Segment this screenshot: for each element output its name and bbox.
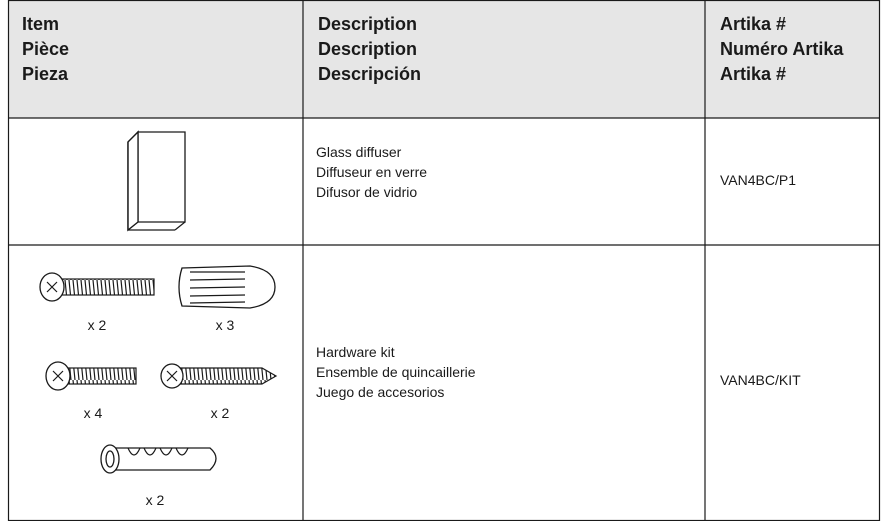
machine-screw-long [39,272,155,302]
description: Difusor de vidrio [316,184,417,200]
wall-anchor [100,444,217,474]
quantity: x 3 [216,317,235,333]
header-text: Artika # [720,14,786,34]
part-number: VAN4BC/P1 [720,172,796,188]
header-text: Numéro Artika [720,39,844,59]
header-text: Description [318,14,417,34]
part-number: VAN4BC/KIT [720,372,801,388]
description: Glass diffuser [316,144,402,160]
description: Hardware kit [316,344,395,360]
header-text: Descripción [318,64,421,84]
description: Ensemble de quincaillerie [316,364,476,380]
header-text: Item [22,14,59,34]
quantity: x 2 [146,492,165,508]
quantity: x 2 [88,317,107,333]
quantity: x 2 [211,405,230,421]
wood-screw [160,363,278,389]
machine-screw-short [45,361,137,391]
header-bg [8,0,880,118]
header-text: Pieza [22,64,69,84]
header-text: Artika # [720,64,786,84]
header-text: Pièce [22,39,69,59]
description: Diffuseur en verre [316,164,427,180]
quantity: x 4 [84,405,103,421]
wire-nut [178,265,276,309]
header-text: Description [318,39,417,59]
description: Juego de accesorios [316,384,444,400]
diffuser-icon [127,130,186,232]
